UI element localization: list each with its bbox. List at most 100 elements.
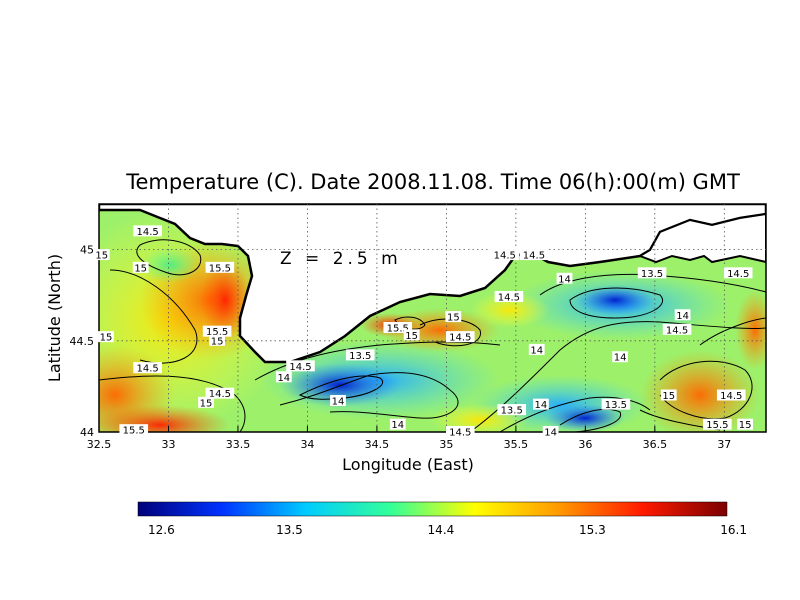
contour-label-box [403,329,420,341]
contour-label: 15 [98,331,114,344]
contour-label-box [716,389,746,401]
contour-label: 15 [209,334,226,347]
contour-label: 15.5 [202,325,232,338]
contour-label: 13.5 [345,349,375,362]
contour-label-box [132,261,149,273]
contour-label-text: 14.5 [498,293,520,304]
contour-label: 15.5 [119,424,149,437]
contour-label-text: 15.5 [387,324,409,335]
contour-line [699,317,766,346]
contour-label-text: 14.5 [137,364,159,375]
contour-label-text: 15.5 [706,420,728,431]
contour-label-box [494,291,524,303]
contour-label-box [133,362,162,374]
contour-label-box [275,371,292,383]
contour-label: 15.5 [205,261,235,274]
contour-label-text: 15 [134,263,147,274]
x-tick-label: 32.5 [87,438,112,451]
contour-label-box [737,418,754,430]
contour-label-text: 13.5 [349,351,371,362]
contour-line [469,321,766,432]
contour-label-box [519,249,549,261]
contour-label-box [497,404,527,416]
contour-label-box [528,343,545,355]
x-tick-label: 35.5 [504,438,529,451]
contour-label-box [202,325,232,337]
contour-label-box [205,387,235,399]
contour-label-text: 14 [614,353,627,364]
contour-label: 14 [389,418,406,431]
contour-label: 14.5 [519,249,549,262]
contour-label-text: 14.5 [727,269,749,280]
contour-label-box [612,351,628,363]
field-yellow-east-coast [470,292,550,328]
contour-label-text: 13.5 [501,406,523,417]
contour-label-box [209,334,226,346]
contour-label: 14 [674,309,691,322]
contour-label-text: 14.5 [666,325,688,336]
colorbar-tick-label: 15.3 [579,523,606,537]
contour-label-box [445,426,475,437]
y-axis-label: Latitude (North) [45,254,64,382]
x-tick-label: 34 [300,438,314,451]
y-tick-label: 44 [80,426,94,439]
contour-line [559,408,622,432]
colorbar-tick-label: 13.5 [276,523,303,537]
contour-label-box [198,396,214,408]
field-blue-south [545,404,625,432]
contour-label: 15 [660,389,677,402]
depth-label: Z = 2.5 m [280,249,402,269]
contour-label-box [556,272,573,284]
contour-label-box [674,309,691,321]
contour-label-text: 15 [662,391,675,402]
contour-label-text: 14 [676,311,689,322]
contour-label: 14.5 [133,225,162,238]
x-tick-label: 33 [161,438,175,451]
contour-label-text: 15 [447,313,460,324]
contour-line [569,287,663,319]
contour-label-text: 15 [739,420,752,431]
contour-label-text: 15 [211,336,224,347]
contour-label-box [119,424,149,436]
contour-label-text: 14 [332,396,345,407]
contour-label: 14 [556,272,573,285]
contour-label: 14.5 [723,267,753,280]
field-red-coast [200,260,250,340]
contour-label-box [660,389,677,401]
x-tick-label: 35 [439,438,453,451]
contour-label-text: 14.5 [494,251,516,262]
contour-line [136,239,202,276]
y-ticks: 44 44.5 45 [70,244,105,439]
contour-label: 14.5 [286,360,315,373]
contour-label-text: 14 [391,420,404,431]
contour-line [298,375,383,400]
contour-label: 14.5 [716,389,746,402]
contour-label: 14.5 [205,387,235,400]
contour-label-box [490,249,520,261]
contour-label: 14.5 [494,291,524,304]
contour-label: 14 [532,398,549,411]
contour-line [109,269,198,364]
contour-label-box [383,322,413,334]
contour-label: 13.5 [497,404,527,417]
contour-line [99,375,246,432]
contour-label-text: 15 [200,398,213,409]
contour-label: 14.5 [490,249,520,262]
y-tick-label: 45 [80,244,94,257]
contour-label: 14.5 [445,426,475,439]
contour-label-text: 14 [535,400,548,411]
x-axis-label: Longitude (East) [342,455,474,474]
contour-label-box [601,398,631,410]
contour-label: 15.5 [383,322,413,335]
colorbar [137,501,728,517]
contour-label: 14 [330,394,346,407]
contour-label: 14 [542,426,559,439]
contour-label-text: 14.5 [449,333,471,344]
colorbar-tick-label: 14.4 [428,523,455,537]
chart-title: Temperature (C). Date 2008.11.08. Time 0… [126,170,740,194]
contour-label-box [662,323,692,335]
contour-label-box [703,418,732,430]
contour-label-box [205,261,235,273]
contour-label-box [532,398,549,410]
